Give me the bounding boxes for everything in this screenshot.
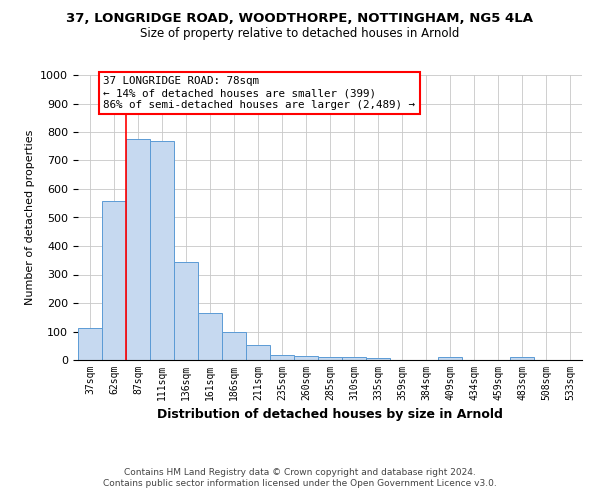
Bar xyxy=(126,139,150,360)
Bar xyxy=(318,357,342,360)
Y-axis label: Number of detached properties: Number of detached properties xyxy=(25,130,35,305)
Bar xyxy=(342,357,366,360)
Bar xyxy=(366,358,390,360)
Bar xyxy=(150,140,174,360)
Text: 37 LONGRIDGE ROAD: 78sqm
← 14% of detached houses are smaller (399)
86% of semi-: 37 LONGRIDGE ROAD: 78sqm ← 14% of detach… xyxy=(103,76,415,110)
Bar xyxy=(270,355,294,360)
X-axis label: Distribution of detached houses by size in Arnold: Distribution of detached houses by size … xyxy=(157,408,503,422)
Bar xyxy=(294,356,318,360)
Text: Contains HM Land Registry data © Crown copyright and database right 2024.
Contai: Contains HM Land Registry data © Crown c… xyxy=(103,468,497,487)
Bar xyxy=(510,358,534,360)
Bar xyxy=(78,328,102,360)
Bar xyxy=(222,332,246,360)
Bar xyxy=(102,202,126,360)
Bar xyxy=(198,313,222,360)
Text: Size of property relative to detached houses in Arnold: Size of property relative to detached ho… xyxy=(140,28,460,40)
Bar xyxy=(438,358,462,360)
Text: 37, LONGRIDGE ROAD, WOODTHORPE, NOTTINGHAM, NG5 4LA: 37, LONGRIDGE ROAD, WOODTHORPE, NOTTINGH… xyxy=(67,12,533,26)
Bar xyxy=(174,262,198,360)
Bar xyxy=(246,344,270,360)
